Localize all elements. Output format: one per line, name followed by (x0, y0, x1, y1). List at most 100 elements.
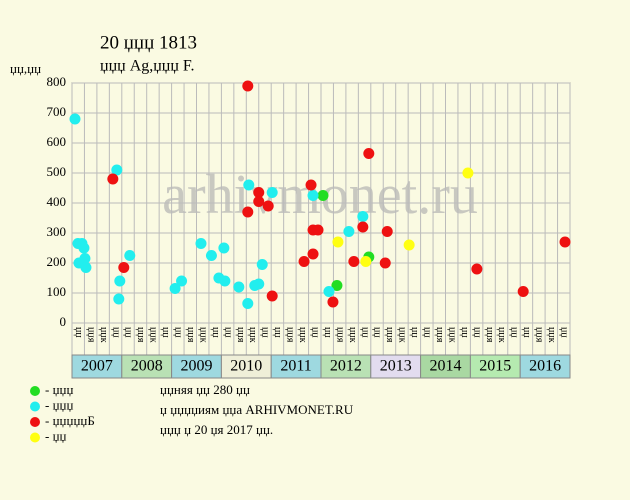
point (242, 206, 254, 218)
quarter-label: џџя (534, 327, 545, 343)
point (357, 221, 369, 233)
point (242, 298, 254, 309)
y-axis-label: џџ,џџ (10, 61, 41, 76)
year-label: 2014 (430, 358, 462, 375)
y-tick-label: 700 (47, 104, 67, 119)
point (79, 253, 91, 264)
y-tick-label: 300 (47, 224, 67, 239)
point (218, 242, 230, 254)
quarter-label: џџк (496, 327, 507, 343)
point (219, 275, 231, 287)
point (312, 224, 324, 236)
legend-label: - џџџ (45, 382, 73, 397)
y-tick-label: 100 (47, 284, 67, 299)
point (256, 259, 268, 270)
point (266, 187, 278, 198)
year-label: 2015 (479, 358, 511, 375)
chart-subtitle: џџџ Ag,џџџ F. (100, 58, 195, 75)
point (253, 278, 265, 290)
quarter-label: џџ (110, 327, 121, 338)
quarter-label: џџя (334, 327, 345, 343)
point (517, 286, 529, 297)
quarter-label: џџя (484, 327, 495, 343)
point (381, 226, 393, 237)
quarter-label: џџ (260, 327, 271, 338)
quarter-label: џџк (148, 327, 159, 343)
quarter-label: џџк (397, 327, 408, 343)
quarter-label: џџя (285, 327, 296, 343)
quarter-label: џџ (210, 327, 221, 338)
point (118, 262, 130, 273)
point (331, 280, 343, 291)
point (262, 200, 274, 212)
quarter-label: џџ (558, 327, 569, 338)
legend-label: - џџџџџБ (45, 413, 95, 428)
legend-marker (30, 432, 40, 443)
quarter-label: џџк (347, 327, 358, 343)
point (114, 275, 126, 287)
quarter-label: џџк (446, 327, 457, 343)
quarter-label: џџ (521, 327, 532, 338)
quarter-label: џџя (135, 327, 146, 343)
quarter-label: џџя (434, 327, 445, 343)
quarter-label: џџ (160, 327, 171, 338)
quarter-label: џџ (372, 327, 383, 338)
point (169, 283, 181, 294)
point (80, 262, 92, 273)
legend-marker (30, 401, 40, 412)
y-tick-label: 800 (47, 74, 67, 89)
legend-label: - џџ (45, 428, 67, 443)
point (363, 148, 375, 159)
quarter-label: џџ (272, 327, 283, 338)
point (69, 113, 81, 125)
point (176, 275, 188, 287)
quarter-label: џџк (98, 327, 109, 343)
quarter-label: џџ (123, 327, 134, 338)
quarter-label: џџ (409, 327, 420, 338)
point (113, 293, 125, 305)
legend-label: - џџџ (45, 397, 73, 412)
point (307, 190, 319, 201)
point (107, 173, 119, 185)
point (327, 296, 339, 308)
quarter-label: џџ (471, 327, 482, 338)
point (471, 263, 483, 275)
point (205, 250, 217, 261)
point (403, 239, 415, 251)
y-tick-label: 500 (47, 164, 67, 179)
y-tick-label: 600 (47, 134, 67, 149)
y-tick-label: 0 (60, 314, 67, 329)
point (233, 281, 245, 293)
quarter-label: џџ (422, 327, 433, 338)
quarter-label: џџк (546, 327, 557, 343)
year-label: 2013 (380, 358, 412, 375)
chart-title: 20 џџџ 1813 (100, 32, 197, 53)
legend-marker (30, 386, 40, 396)
year-label: 2012 (330, 358, 362, 375)
year-label: 2008 (131, 358, 163, 375)
point (357, 211, 369, 222)
year-band (519, 354, 571, 379)
year-label: 2009 (181, 358, 213, 375)
point (462, 167, 474, 179)
point (242, 80, 254, 92)
point (111, 164, 123, 176)
quarter-label: џџк (297, 327, 308, 343)
y-tick-label: 200 (47, 254, 67, 269)
note: џџняя џџ 280 џџ (160, 382, 250, 397)
quarter-label: џџк (197, 327, 208, 343)
point (360, 256, 372, 267)
quarter-label: џџя (85, 327, 96, 343)
point (253, 187, 265, 198)
quarter-label: џџ (322, 327, 333, 338)
legend-marker (30, 417, 40, 427)
point (243, 179, 255, 191)
point (323, 286, 335, 297)
point (298, 256, 310, 267)
point (379, 257, 391, 269)
point (124, 250, 136, 261)
year-label: 2007 (81, 358, 113, 375)
note: џџџ џ 20 џя 2017 џџ. (160, 422, 273, 437)
quarter-label: џџ (459, 327, 470, 338)
